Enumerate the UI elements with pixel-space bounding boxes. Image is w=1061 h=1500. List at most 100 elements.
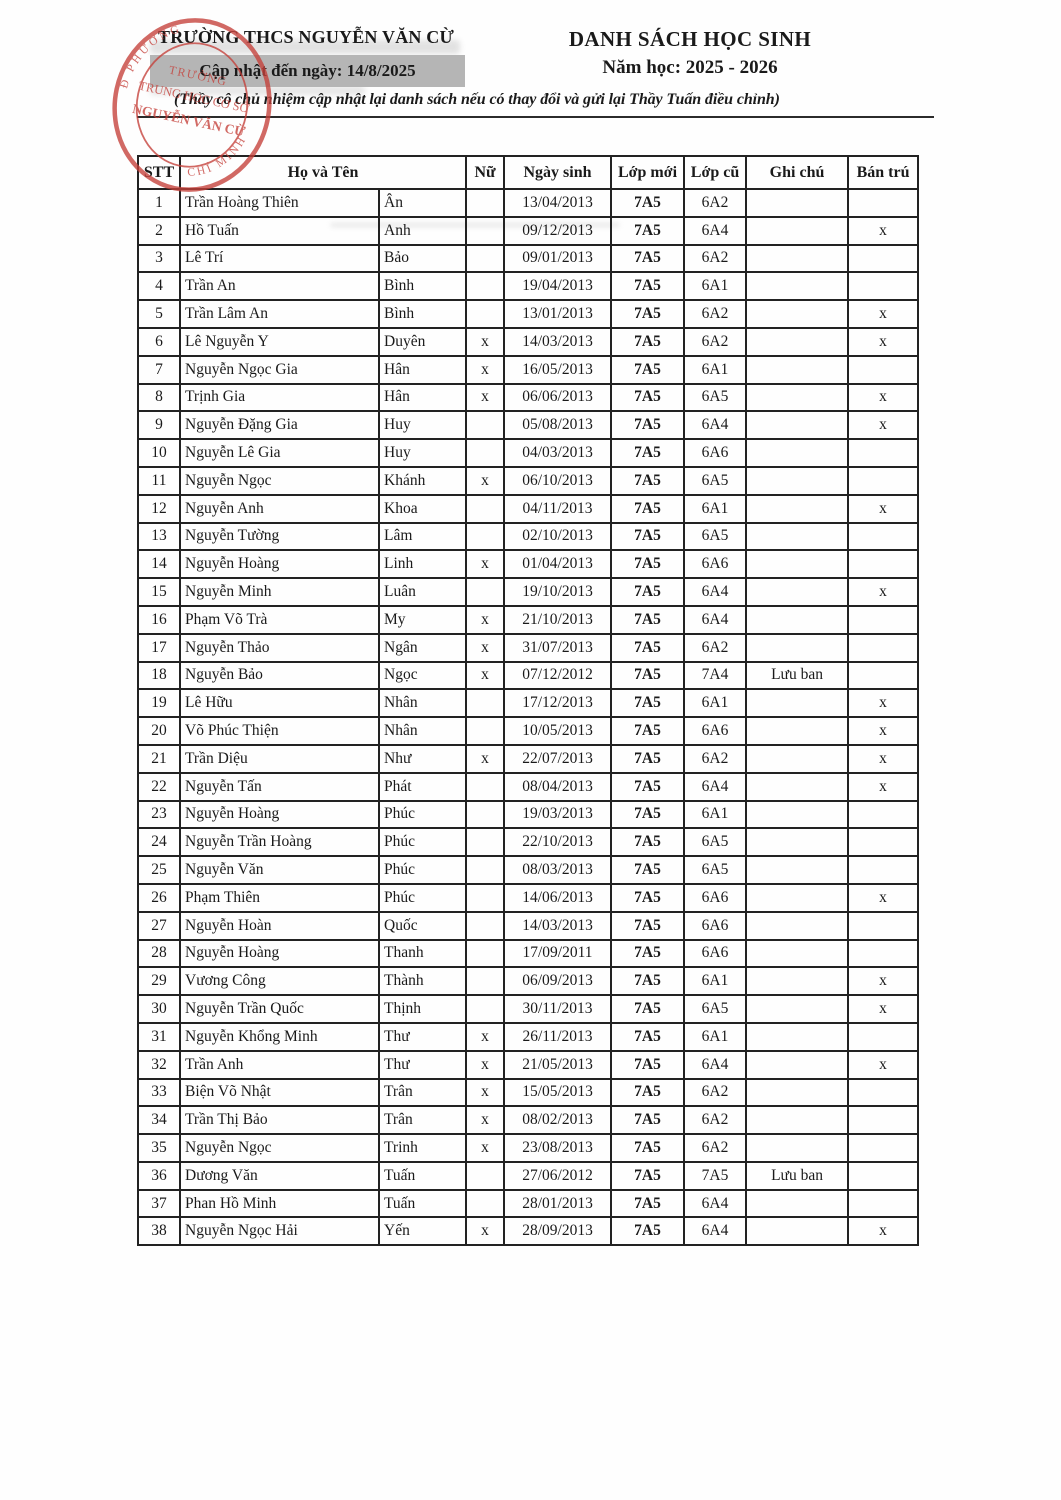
header-new-class: Lớp mới [610,155,686,190]
update-date-highlight: Cập nhật đến ngày: 14/8/2025 [150,55,465,87]
header-stt: STT [137,155,181,190]
cell-given-name: Trân [377,1077,468,1108]
cell-new-class: 7A5 [610,855,686,885]
cell-given-name: Phúc [377,855,468,885]
cell-note: Lưu ban [745,660,850,691]
cell-note [745,938,850,969]
cell-stt: 7 [137,354,181,385]
cell-given-name: Tuấn [377,1188,468,1219]
cell-family-name: Nguyễn Ngọc Hải [179,1216,380,1247]
cell-boarding-mark: x [847,410,920,441]
cell-boarding-mark [847,855,920,885]
cell-female-mark: x [465,354,506,385]
cell-note [745,215,850,246]
cell-female-mark [465,299,506,329]
cell-boarding-mark: x [847,299,920,329]
cell-note [745,688,850,719]
cell-female-mark [465,521,506,552]
cell-new-class: 7A5 [610,577,686,607]
cell-given-name: Lâm [377,521,468,552]
cell-boarding-mark [847,465,920,496]
cell-given-name: Thư [377,1049,468,1080]
table-row: 37 Phan Hồ Minh Tuấn 28/01/2013 7A5 6A4 [137,1188,920,1219]
cell-family-name: Nguyễn Tường [179,521,380,552]
cell-dob: 19/03/2013 [503,799,613,830]
cell-family-name: Nguyễn Hoàng [179,799,380,830]
cell-female-mark [465,1188,506,1219]
cell-stt: 20 [137,716,181,746]
cell-female-mark [465,215,506,246]
cell-given-name: Bình [377,271,468,302]
cell-note [745,743,850,774]
cell-old-class: 6A5 [683,465,748,496]
table-row: 21 Trần Diệu Như x 22/07/2013 7A5 6A2 x [137,743,920,774]
cell-note [745,1188,850,1219]
cell-stt: 3 [137,243,181,274]
cell-new-class: 7A5 [610,827,686,858]
table-row: 38 Nguyễn Ngọc Hải Yến x 28/09/2013 7A5 … [137,1216,920,1247]
cell-stt: 10 [137,438,181,468]
title-block: DANH SÁCH HỌC SINH Năm học: 2025 - 2026 [520,27,860,79]
cell-boarding-mark: x [847,577,920,607]
table-row: 9 Nguyễn Đặng Gia Huy 05/08/2013 7A5 6A4… [137,410,920,441]
cell-boarding-mark [847,549,920,580]
cell-boarding-mark [847,271,920,302]
cell-female-mark [465,1160,506,1191]
cell-female-mark: x [465,1021,506,1052]
cell-note [745,410,850,441]
cell-note [745,326,850,357]
cell-new-class: 7A5 [610,493,686,524]
cell-old-class: 6A1 [683,493,748,524]
cell-family-name: Trần Hoàng Thiên [179,188,380,218]
cell-note [745,438,850,468]
table-row: 35 Nguyễn Ngọc Trinh x 23/08/2013 7A5 6A… [137,1133,920,1163]
cell-stt: 32 [137,1049,181,1080]
cell-dob: 22/10/2013 [503,827,613,858]
cell-note [745,521,850,552]
cell-new-class: 7A5 [610,326,686,357]
cell-note [745,577,850,607]
header-old-class: Lớp cũ [683,155,748,190]
cell-boarding-mark [847,1160,920,1191]
cell-stt: 26 [137,882,181,913]
cell-dob: 15/05/2013 [503,1077,613,1108]
table-row: 26 Phạm Thiên Phúc 14/06/2013 7A5 6A6 x [137,882,920,913]
cell-note [745,1105,850,1136]
cell-dob: 28/01/2013 [503,1188,613,1219]
cell-dob: 14/03/2013 [503,326,613,357]
cell-old-class: 6A4 [683,771,748,802]
cell-old-class: 6A4 [683,215,748,246]
table-row: 7 Nguyễn Ngọc Gia Hân x 16/05/2013 7A5 6… [137,354,920,385]
cell-note [745,632,850,663]
cell-new-class: 7A5 [610,299,686,329]
cell-given-name: Phúc [377,882,468,913]
cell-note [745,382,850,413]
cell-stt: 14 [137,549,181,580]
cell-new-class: 7A5 [610,882,686,913]
cell-stt: 11 [137,465,181,496]
cell-old-class: 6A1 [683,1021,748,1052]
cell-boarding-mark [847,604,920,635]
cell-female-mark: x [465,604,506,635]
cell-given-name: Trinh [377,1133,468,1163]
table-row: 32 Trần Anh Thư x 21/05/2013 7A5 6A4 x [137,1049,920,1080]
cell-note [745,1021,850,1052]
cell-stt: 34 [137,1105,181,1136]
cell-given-name: Thư [377,1021,468,1052]
cell-given-name: Thịnh [377,994,468,1024]
cell-old-class: 6A5 [683,994,748,1024]
cell-dob: 17/12/2013 [503,688,613,719]
cell-note [745,188,850,218]
cell-note [745,1133,850,1163]
cell-female-mark: x [465,1105,506,1136]
cell-female-mark [465,799,506,830]
cell-new-class: 7A5 [610,438,686,468]
cell-boarding-mark [847,938,920,969]
cell-family-name: Nguyễn Lê Gia [179,438,380,468]
cell-boarding-mark [847,799,920,830]
cell-new-class: 7A5 [610,549,686,580]
cell-dob: 21/05/2013 [503,1049,613,1080]
school-year: Năm học: 2025 - 2026 [602,57,778,78]
cell-boarding-mark: x [847,966,920,997]
